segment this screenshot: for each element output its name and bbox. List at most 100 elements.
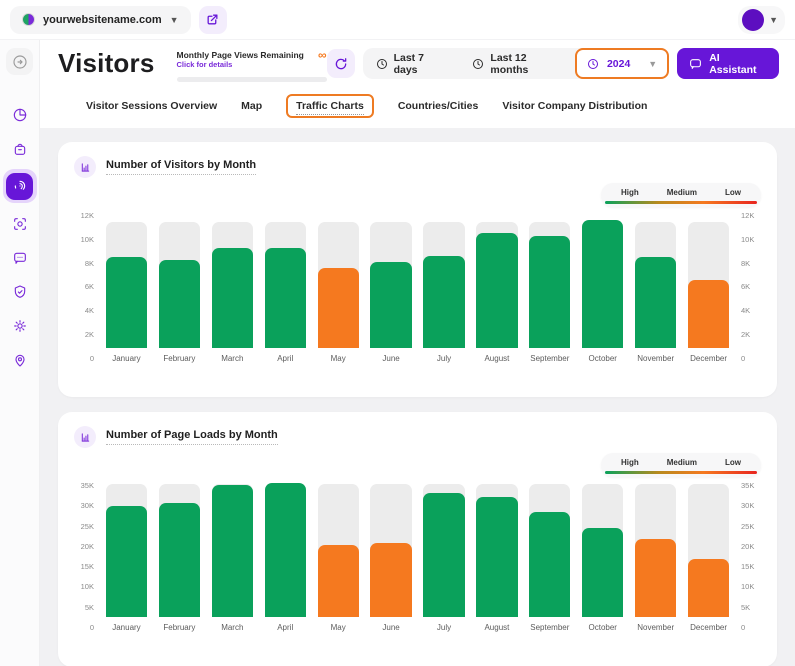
focus-target-icon — [12, 216, 28, 232]
year-select-button[interactable]: 2024 ▼ — [574, 48, 670, 79]
bar-value[interactable] — [317, 545, 359, 617]
bar-value[interactable] — [370, 262, 412, 348]
bar-value[interactable] — [529, 236, 571, 348]
bar-value[interactable] — [476, 496, 518, 617]
month-label: November — [637, 354, 675, 363]
bar-value[interactable] — [423, 255, 465, 348]
tab-countries-cities[interactable]: Countries/Cities — [398, 100, 479, 112]
chat-bubble-icon — [12, 250, 28, 266]
bar-group-february[interactable] — [153, 481, 206, 617]
y-tick: 35K — [741, 481, 755, 490]
bar-value[interactable] — [582, 220, 624, 348]
bar-value[interactable] — [211, 247, 253, 348]
month-label: December — [690, 354, 728, 363]
bar-group-august[interactable] — [470, 211, 523, 348]
sidebar-item-communication[interactable] — [6, 244, 33, 271]
tab-traffic-charts[interactable]: Traffic Charts — [286, 94, 374, 118]
bar-value[interactable] — [211, 484, 253, 617]
bar-group-november[interactable] — [629, 211, 682, 348]
bar-value[interactable] — [105, 506, 148, 617]
month-label: December — [690, 623, 728, 632]
bar-group-march[interactable] — [206, 481, 259, 617]
bar-group-october[interactable] — [576, 211, 629, 348]
bar-group-july[interactable] — [418, 481, 471, 617]
y-tick: 30K — [741, 501, 755, 511]
bar-value[interactable] — [687, 558, 730, 617]
user-menu[interactable]: ▼ — [738, 5, 785, 34]
bar-group-october[interactable] — [576, 481, 629, 617]
tab-label: Visitor Sessions Overview — [86, 100, 218, 112]
avatar — [742, 8, 765, 31]
bar-group-july[interactable] — [418, 211, 471, 348]
bar-group-december[interactable] — [682, 211, 735, 348]
tab-visitor-sessions-overview[interactable]: Visitor Sessions Overview — [86, 100, 217, 112]
bar-value[interactable] — [423, 492, 465, 617]
sidebar-item-collapse-sidebar[interactable] — [6, 48, 33, 75]
bar-value[interactable] — [370, 543, 412, 617]
tab-bar: Visitor Sessions Overview Map Traffic Char… — [58, 82, 779, 128]
month-label: February — [163, 354, 196, 363]
tab-map[interactable]: Map — [241, 100, 262, 112]
tab-visitor-company-distribution[interactable]: Visitor Company Distribution — [502, 100, 647, 112]
bar-value[interactable] — [317, 268, 359, 348]
y-tick: 0 — [89, 353, 94, 363]
bar-group-june[interactable] — [365, 481, 418, 617]
bar-group-august[interactable] — [470, 481, 523, 617]
bar-value[interactable] — [264, 247, 306, 348]
bar-value[interactable] — [529, 512, 571, 617]
bar-value[interactable] — [476, 232, 518, 348]
bar-group-march[interactable] — [206, 211, 259, 348]
month-label: February — [163, 623, 196, 632]
month-label: September — [530, 623, 570, 632]
bar-group-november[interactable] — [629, 481, 682, 617]
last-12-months-label: Last 12 months — [490, 51, 529, 76]
bar-group-may[interactable] — [312, 481, 365, 617]
page-header: Visitors Monthly Page Views Remaining Cl… — [40, 40, 795, 128]
sidebar-item-privacy[interactable] — [6, 278, 33, 305]
y-tick: 10K — [80, 582, 94, 592]
sidebar-item-dashboard[interactable] — [6, 101, 33, 128]
bar-group-june[interactable] — [365, 211, 418, 348]
website-selector[interactable]: yourwebsitename.com ▼ — [10, 5, 191, 34]
bar-group-september[interactable] — [523, 211, 576, 348]
bar-group-april[interactable] — [259, 211, 312, 348]
open-website-button[interactable] — [198, 5, 227, 34]
ai-assistant-button[interactable]: AI Assistant — [677, 48, 779, 79]
last-12-months-button[interactable]: Last 12 months — [459, 48, 575, 79]
bar-group-january[interactable] — [100, 481, 153, 617]
bar-group-december[interactable] — [682, 481, 735, 617]
bar-group-september[interactable] — [523, 481, 576, 617]
bar-value[interactable] — [635, 539, 677, 617]
last-7-days-button[interactable]: Last 7 days — [363, 48, 460, 79]
bar-group-may[interactable] — [312, 211, 365, 348]
y-tick: 0 — [741, 622, 746, 632]
sidebar-item-ecommerce[interactable] — [6, 135, 33, 162]
bar-value[interactable] — [158, 260, 200, 348]
sidebar-item-settings[interactable] — [6, 312, 33, 339]
bar-group-january[interactable] — [100, 211, 153, 348]
month-label: June — [382, 354, 400, 363]
bar-value[interactable] — [635, 256, 677, 348]
sidebar-item-locations[interactable] — [6, 346, 33, 373]
sidebar-item-behaviour[interactable] — [6, 210, 33, 237]
topbar: yourwebsitename.com ▼ ▼ — [0, 0, 795, 40]
refresh-button[interactable] — [326, 49, 355, 78]
bar-value[interactable] — [105, 256, 148, 348]
sidebar-item-visitors[interactable] — [2, 169, 37, 203]
bar-group-april[interactable] — [259, 481, 312, 617]
y-tick: 15K — [80, 562, 94, 572]
y-tick: 6K — [741, 282, 751, 292]
quota-details-link[interactable]: Click for details — [176, 60, 233, 69]
bar-value[interactable] — [158, 503, 200, 617]
x-axis-labels: January February March April May June July Augu… — [100, 623, 735, 632]
y-tick: 12K — [80, 211, 94, 220]
bar-value[interactable] — [582, 527, 624, 617]
bar-group-february[interactable] — [153, 211, 206, 348]
bar-value[interactable] — [264, 482, 306, 617]
month-label: August — [484, 623, 510, 632]
bar-value[interactable] — [687, 279, 730, 348]
y-tick: 2K — [741, 330, 751, 340]
legend-gradient-bar — [605, 201, 757, 204]
month-label: October — [588, 623, 617, 632]
year-value: 2024 — [606, 57, 631, 70]
